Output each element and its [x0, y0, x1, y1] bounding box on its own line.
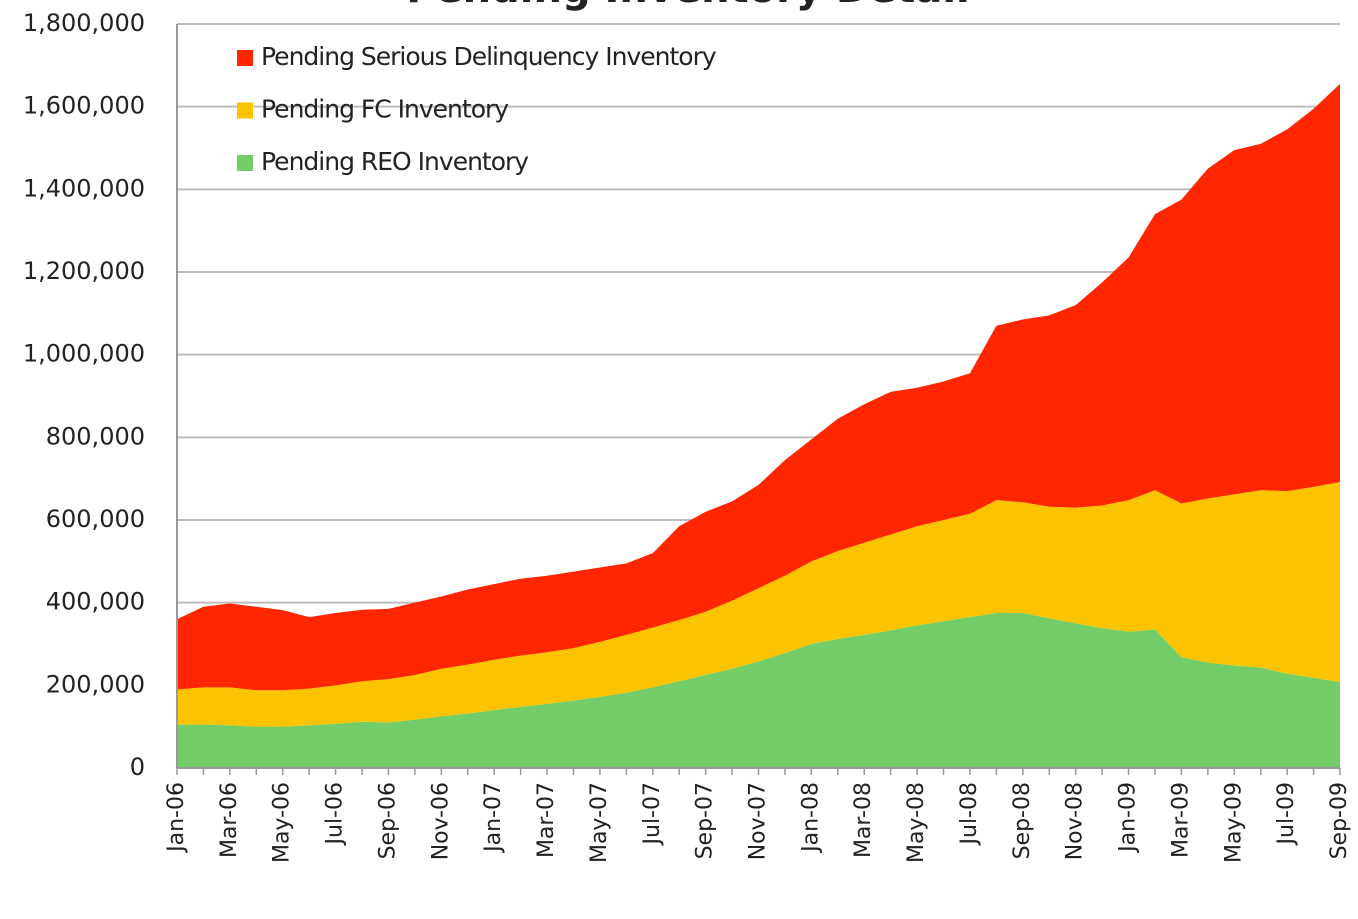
x-tick-label: Jul-08 [957, 782, 982, 846]
x-tick-label: Jan-07 [481, 782, 506, 854]
x-tick-label: Jul-06 [323, 782, 348, 846]
x-tick-label: May-09 [1221, 782, 1246, 863]
x-tick-label: Nov-08 [1063, 782, 1088, 860]
area [177, 613, 1340, 768]
area [177, 83, 1340, 691]
y-tick-label: 400,000 [46, 588, 145, 616]
chart-title: Pending Inventory Detail [406, 0, 970, 12]
y-tick-label: 600,000 [46, 505, 145, 533]
x-tick-label: Sep-08 [1010, 782, 1035, 859]
legend-swatch [237, 50, 253, 66]
y-tick-label: 200,000 [46, 670, 145, 698]
y-tick-label: 800,000 [46, 422, 145, 450]
x-tick-label: May-06 [270, 782, 295, 863]
y-tick-label: 1,400,000 [23, 174, 145, 202]
x-tick-label: Mar-06 [217, 782, 242, 858]
x-tick-label: Nov-07 [746, 782, 771, 860]
y-tick-label: 0 [130, 753, 145, 781]
x-tick-label: Mar-07 [534, 782, 559, 858]
x-tick-label: Jan-09 [1116, 782, 1141, 854]
y-tick-label: 1,800,000 [23, 9, 145, 37]
legend-label: Pending REO Inventory [261, 147, 529, 176]
legend-swatch [237, 102, 253, 119]
x-tick-label: Sep-07 [693, 782, 718, 859]
legend-label: Pending Serious Delinquency Inventory [261, 42, 717, 71]
y-tick-label: 1,000,000 [23, 340, 145, 368]
x-tick-label: Jul-07 [640, 782, 665, 846]
x-tick-label: Mar-08 [851, 782, 876, 858]
area [177, 481, 1340, 727]
x-tick-label: May-08 [904, 782, 929, 863]
x-tick-label: Sep-06 [375, 782, 400, 859]
legend-label: Pending FC Inventory [261, 95, 509, 124]
legend-swatch [237, 155, 253, 171]
x-tick-label: Jan-08 [798, 782, 823, 854]
x-tick-label: Sep-09 [1327, 782, 1352, 859]
y-tick-label: 1,600,000 [23, 92, 145, 120]
x-tick-label: Jul-09 [1274, 782, 1299, 846]
x-tick-label: Jan-06 [164, 782, 189, 854]
x-tick-label: May-07 [587, 782, 612, 863]
y-tick-label: 1,200,000 [23, 257, 145, 285]
x-tick-label: Mar-09 [1168, 782, 1193, 858]
x-tick-label: Nov-06 [428, 782, 453, 860]
